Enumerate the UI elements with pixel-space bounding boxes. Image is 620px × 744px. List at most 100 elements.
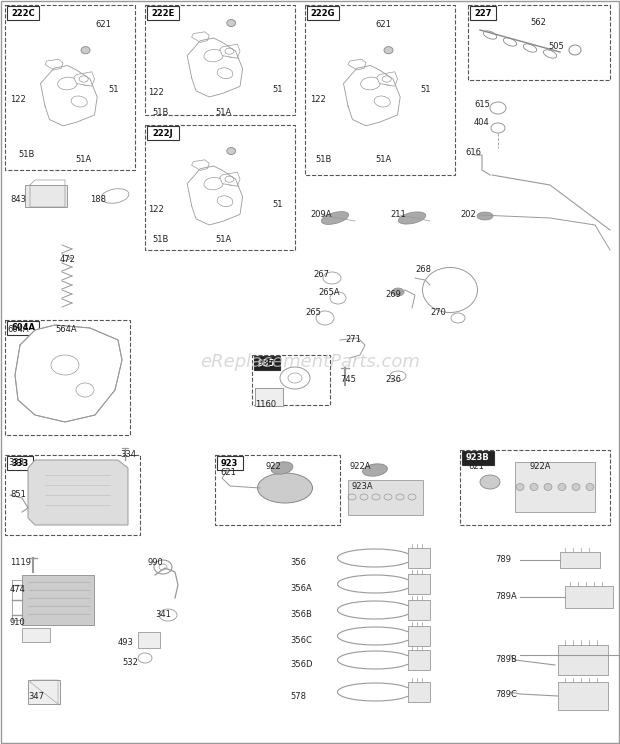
Text: 347: 347 bbox=[28, 692, 44, 701]
Text: 604A: 604A bbox=[11, 324, 35, 333]
Text: 268: 268 bbox=[415, 265, 431, 274]
Polygon shape bbox=[377, 72, 397, 86]
Text: 923A: 923A bbox=[352, 482, 374, 491]
Text: 621: 621 bbox=[468, 462, 484, 471]
Text: 1160: 1160 bbox=[255, 400, 276, 409]
Bar bbox=[558, 645, 608, 675]
Text: 493: 493 bbox=[118, 638, 134, 647]
Text: 789C: 789C bbox=[495, 690, 517, 699]
Bar bbox=[408, 548, 430, 568]
Text: 621: 621 bbox=[375, 20, 391, 29]
Text: 922A: 922A bbox=[530, 462, 552, 471]
Bar bbox=[25, 185, 67, 207]
Text: 615: 615 bbox=[474, 100, 490, 109]
Bar bbox=[28, 680, 60, 704]
Text: 356D: 356D bbox=[290, 660, 312, 669]
Polygon shape bbox=[192, 32, 209, 42]
Text: 604A: 604A bbox=[7, 325, 29, 334]
Bar bbox=[147, 6, 179, 20]
Bar bbox=[147, 126, 179, 140]
Text: 472: 472 bbox=[60, 255, 76, 264]
Text: 51: 51 bbox=[272, 200, 283, 209]
Bar bbox=[7, 6, 39, 20]
Text: 333: 333 bbox=[8, 458, 24, 467]
Polygon shape bbox=[15, 325, 122, 422]
Text: 122: 122 bbox=[148, 88, 164, 97]
Text: 923B: 923B bbox=[466, 454, 490, 463]
Text: 51B: 51B bbox=[152, 235, 169, 244]
Text: 222C: 222C bbox=[11, 8, 35, 18]
Ellipse shape bbox=[398, 212, 426, 224]
Bar bbox=[5, 320, 130, 435]
Text: 532: 532 bbox=[122, 658, 138, 667]
Bar bbox=[462, 451, 494, 465]
Text: 122: 122 bbox=[148, 205, 164, 214]
Ellipse shape bbox=[227, 19, 236, 27]
Text: 188: 188 bbox=[90, 195, 106, 204]
Text: 356A: 356A bbox=[290, 584, 312, 593]
Text: 922: 922 bbox=[265, 462, 281, 471]
Ellipse shape bbox=[271, 462, 293, 474]
Ellipse shape bbox=[321, 211, 348, 225]
Text: 474: 474 bbox=[10, 585, 26, 594]
Polygon shape bbox=[348, 60, 366, 70]
Bar bbox=[22, 575, 94, 625]
Text: 51A: 51A bbox=[75, 155, 91, 164]
Text: 334: 334 bbox=[120, 450, 136, 459]
Text: 922A: 922A bbox=[350, 462, 371, 471]
Text: 122: 122 bbox=[310, 95, 326, 104]
Text: 505: 505 bbox=[548, 42, 564, 51]
Text: 51A: 51A bbox=[215, 235, 231, 244]
Polygon shape bbox=[192, 160, 209, 170]
Ellipse shape bbox=[530, 484, 538, 490]
Bar bbox=[408, 574, 430, 594]
Text: 51B: 51B bbox=[315, 155, 331, 164]
Text: 227: 227 bbox=[474, 8, 492, 18]
Text: 211: 211 bbox=[390, 210, 405, 219]
Polygon shape bbox=[45, 60, 63, 70]
Text: 267: 267 bbox=[313, 270, 329, 279]
Text: 51: 51 bbox=[420, 85, 430, 94]
Ellipse shape bbox=[81, 47, 90, 54]
Polygon shape bbox=[28, 460, 128, 525]
Bar bbox=[515, 462, 595, 512]
Bar bbox=[7, 456, 32, 470]
Bar bbox=[470, 6, 495, 20]
Text: 789A: 789A bbox=[495, 592, 516, 601]
Text: 356C: 356C bbox=[290, 636, 312, 645]
Text: 265A: 265A bbox=[318, 288, 340, 297]
Text: 51: 51 bbox=[272, 85, 283, 94]
Text: 51: 51 bbox=[108, 85, 118, 94]
Text: 745: 745 bbox=[340, 375, 356, 384]
Text: 122: 122 bbox=[10, 95, 26, 104]
Text: 356B: 356B bbox=[290, 610, 312, 619]
Text: 578: 578 bbox=[290, 692, 306, 701]
Text: 616: 616 bbox=[465, 148, 481, 157]
Bar bbox=[307, 6, 339, 20]
Bar bbox=[558, 682, 608, 710]
Text: 564A: 564A bbox=[55, 325, 77, 334]
Text: 51B: 51B bbox=[18, 150, 34, 159]
Bar bbox=[217, 456, 242, 470]
Ellipse shape bbox=[480, 475, 500, 489]
Bar bbox=[138, 632, 160, 648]
Bar bbox=[145, 5, 295, 115]
Bar bbox=[408, 626, 430, 646]
Text: 562: 562 bbox=[530, 18, 546, 27]
Ellipse shape bbox=[544, 484, 552, 490]
Bar bbox=[305, 5, 455, 175]
Bar bbox=[408, 650, 430, 670]
Text: 222G: 222G bbox=[311, 8, 335, 18]
Ellipse shape bbox=[227, 147, 236, 155]
Text: 265: 265 bbox=[305, 308, 321, 317]
Ellipse shape bbox=[572, 484, 580, 490]
Bar bbox=[468, 5, 610, 80]
Bar bbox=[145, 125, 295, 250]
Text: 843: 843 bbox=[10, 195, 26, 204]
Text: 271: 271 bbox=[345, 335, 361, 344]
Bar bbox=[215, 455, 340, 525]
Text: 202: 202 bbox=[460, 210, 476, 219]
Bar bbox=[254, 356, 280, 370]
Bar bbox=[408, 682, 430, 702]
Text: 51B: 51B bbox=[152, 108, 169, 117]
